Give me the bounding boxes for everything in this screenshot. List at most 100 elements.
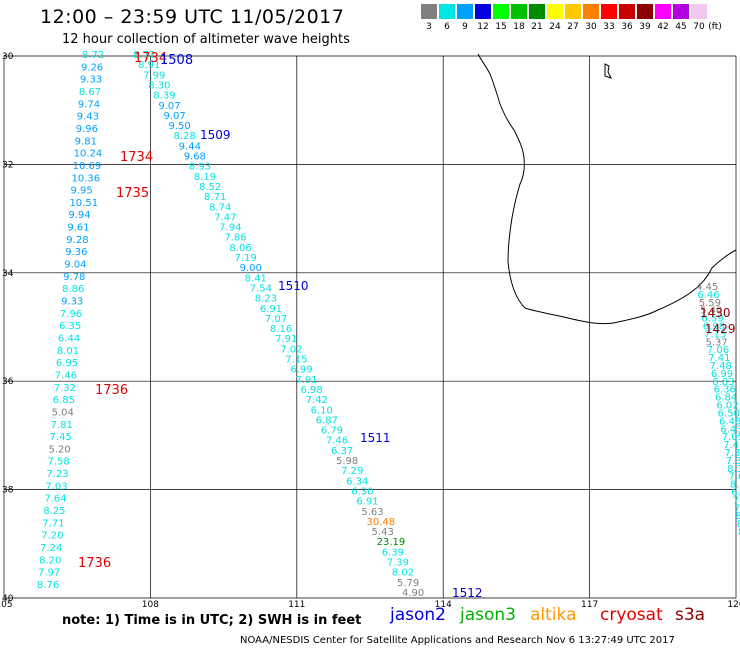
wave-height-label: 7.00 — [733, 495, 740, 506]
wave-height-label: 8.21 — [735, 511, 740, 522]
wave-height-label: 6.30 — [351, 486, 373, 497]
wave-height-label: 9.68 — [184, 152, 206, 163]
lon-tick-label: 117 — [581, 600, 598, 610]
wave-height-label: 7.68 — [729, 472, 740, 483]
wave-height-label: 6.91 — [260, 304, 282, 315]
wave-height-label: 6.46 — [697, 290, 719, 301]
wave-height-label: 8.74 — [209, 202, 231, 213]
wave-height-label: 7.32 — [726, 456, 740, 467]
wave-height-label: 10.24 — [74, 149, 103, 160]
wave-height-label: 8.30 — [148, 80, 170, 91]
wave-height-label: 8.91 — [138, 60, 160, 71]
wave-height-label: 6.95 — [56, 358, 78, 369]
wave-height-label: 8.34 — [737, 519, 740, 530]
wave-height-label: 6.79 — [321, 426, 343, 437]
wave-height-label: 8.01 — [57, 346, 79, 357]
wave-height-label: 8.23 — [255, 294, 277, 305]
wave-height-label: 8.20 — [39, 555, 61, 566]
wave-height-label: 9.81 — [75, 136, 97, 147]
wave-height-label: 5.59 — [699, 298, 721, 309]
wave-height-label: 7.02 — [280, 344, 302, 355]
wave-height-label: 6.85 — [53, 395, 75, 406]
credit-line: NOAA/NESDIS Center for Satellite Applica… — [240, 635, 675, 646]
scale-unit: (ft) — [708, 22, 722, 32]
lat-tick-label: 30 — [2, 52, 14, 62]
wave-height-label: 5.79 — [397, 578, 419, 589]
scale-swatch — [439, 4, 455, 19]
wave-height-label: 9.74 — [78, 99, 100, 110]
wave-height-label: 9.33 — [80, 75, 102, 86]
wave-height-label: 5.63 — [361, 507, 383, 518]
pass-number-label: 1734 — [120, 150, 153, 165]
pass-number-label: 1430 — [700, 306, 731, 320]
wave-height-label: 9.00 — [240, 263, 262, 274]
wave-height-label: 8.39 — [153, 91, 175, 102]
lat-tick-label: 40 — [2, 594, 14, 604]
wave-height-label: 9.04 — [64, 260, 86, 271]
scale-swatch — [619, 4, 635, 19]
scale-tick-label: 12 — [477, 22, 489, 32]
wave-height-label: 6.35 — [59, 321, 81, 332]
scale-tick-label: 42 — [657, 22, 669, 32]
scale-tick-label: 36 — [621, 22, 633, 32]
wave-height-label: 7.48 — [710, 361, 732, 372]
scale-swatch — [691, 4, 707, 19]
wave-height-label: 30.48 — [366, 517, 395, 528]
wave-height-label: 8.41 — [245, 273, 267, 284]
wave-height-label: 7.46 — [326, 436, 348, 447]
wave-height-label: 7.91 — [275, 334, 297, 345]
wave-height-label: 6.59 — [701, 314, 723, 325]
lon-tick-label: 120 — [727, 600, 740, 610]
wave-height-label: 6.98 — [703, 322, 725, 333]
wave-height-label: 7.15 — [285, 355, 307, 366]
wave-height-label: 6.87 — [316, 415, 338, 426]
wave-height-label: 7.64 — [44, 494, 66, 505]
wave-height-label: 8.73 — [133, 50, 155, 61]
wave-height-label: 9.26 — [81, 62, 103, 73]
wave-height-label: 5.40 — [700, 306, 722, 317]
wave-height-label: 6.48 — [719, 416, 740, 427]
wave-height-label: 9.61 — [67, 223, 89, 234]
wave-height-label: 7.97 — [38, 568, 60, 579]
wave-height-label: 6.02 — [716, 401, 738, 412]
wave-height-label: 23.19 — [377, 537, 406, 548]
wave-height-label: 9.36 — [65, 247, 87, 258]
wave-height-label: 9.95 — [70, 186, 92, 197]
wave-height-label: 8.06 — [229, 243, 251, 254]
wave-height-label: 7.42 — [306, 395, 328, 406]
scale-tick-label: 21 — [531, 22, 543, 32]
wave-height-label: 9.07 — [158, 101, 180, 112]
pass-number-label: 1512 — [452, 586, 483, 600]
lon-tick-label: 111 — [288, 600, 305, 610]
scale-tick-label: 9 — [462, 22, 468, 32]
wave-height-label: 7.24 — [40, 543, 62, 554]
axis-labels: 105 108 111 114 117 120 30 32 34 36 38 40 — [0, 52, 740, 610]
wave-height-label: 8.76 — [37, 580, 59, 591]
wave-height-label: 7.71 — [42, 518, 64, 529]
wave-height-label: 9.44 — [179, 141, 201, 152]
wave-height-label: 7.46 — [55, 370, 77, 381]
scale-swatch — [529, 4, 545, 19]
wave-height-label: 8.86 — [62, 284, 84, 295]
wave-height-label: 7.94 — [219, 223, 241, 234]
wave-height-label: 6.43 — [720, 424, 740, 435]
wave-height-label: 6.34 — [346, 476, 368, 487]
wave-height-label: 8.32 — [727, 464, 740, 475]
wave-height-map: 105 108 111 114 117 120 30 32 34 36 38 40 8.729.26 9… — [0, 50, 740, 610]
wave-height-label: 6.36 — [714, 385, 736, 396]
wave-height-label: 7.03 — [45, 481, 67, 492]
wave-height-label: 7.32 — [724, 448, 740, 459]
wave-height-label: 6.10 — [311, 405, 333, 416]
wave-height-label: 7.47 — [214, 212, 236, 223]
wave-height-label: 5.37 — [705, 337, 727, 348]
satellite-jason3: jason3 — [460, 605, 516, 625]
lon-tick-label: 105 — [0, 600, 13, 610]
lat-tick-label: 32 — [2, 160, 13, 170]
scale-tick-label: 15 — [495, 22, 507, 32]
wave-height-label: 8.28 — [174, 131, 196, 142]
pass-number-label: 1510 — [278, 279, 309, 293]
scale-tick-label: 6 — [444, 22, 450, 32]
satellite-altika: altika — [530, 605, 577, 625]
wave-height-label: 6.44 — [58, 333, 80, 344]
lat-tick-label: 36 — [2, 377, 14, 387]
